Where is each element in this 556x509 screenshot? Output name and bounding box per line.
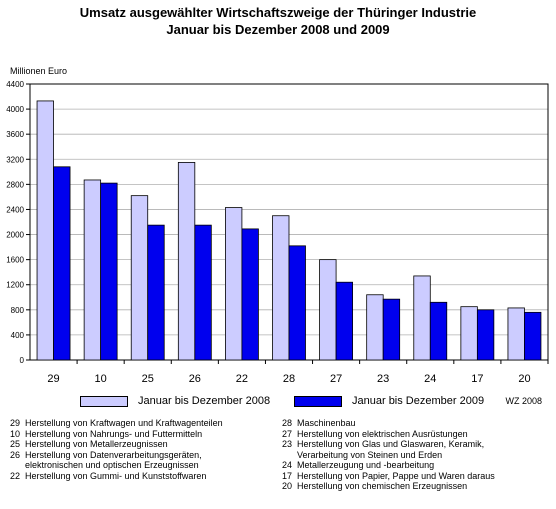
legend-label-2009: Januar bis Dezember 2009 (352, 395, 485, 407)
legend-swatch-2008 (80, 395, 128, 407)
bar-2009 (194, 224, 212, 361)
footnote-item: 27 Herstellung von elektrischen Ausrüstun… (278, 429, 495, 440)
y-tick-label: 400 (11, 331, 25, 340)
chart-title: Umsatz ausgewählter Wirtschaftszweige de… (79, 5, 477, 20)
bar-2009 (382, 298, 401, 361)
bar-2008 (36, 100, 54, 361)
chart-subtitle: Januar bis Dezember 2008 und 2009 (166, 22, 390, 37)
footnote-code: 28 (281, 418, 292, 428)
y-tick-label: 1200 (6, 281, 24, 290)
bar-2009 (335, 281, 353, 361)
footnote-code: 23 (281, 439, 292, 449)
bar-2009 (53, 166, 71, 361)
source-note: WZ 2008 (505, 396, 542, 406)
footnote-code: 26 (9, 449, 20, 460)
footnote-text: Herstellung von elektrischen Ausrüstunge… (297, 428, 468, 439)
bar-2009 (100, 182, 118, 361)
footnote-text: Herstellung von Glas und Glaswaren, Kera… (297, 439, 485, 460)
x-tick-label: 22 (236, 373, 248, 385)
legend-item-2008: Januar bis Dezember 2008 (80, 395, 270, 407)
footnote-item: 28 Maschinenbau (278, 418, 495, 429)
footnote-code: 17 (281, 470, 292, 481)
footnote-code: 22 (9, 470, 20, 481)
y-tick-label: 2800 (6, 180, 24, 189)
x-tick-label: 17 (471, 373, 483, 385)
bar-2009 (429, 301, 448, 361)
footnote-code: 10 (9, 428, 20, 439)
y-tick-label: 2000 (6, 231, 24, 240)
footnote-text: Herstellung von Metallerzeugnissen (25, 439, 168, 449)
x-tick-label: 28 (283, 373, 295, 385)
x-tick-label: 25 (142, 373, 154, 385)
x-tick-label: 23 (377, 373, 389, 385)
bar-2009 (524, 311, 542, 361)
bar-2009 (241, 228, 259, 361)
footnote-code: 25 (9, 439, 20, 449)
footnote-code: 20 (281, 481, 292, 491)
footnote-item: 23 Herstellung von Glas und Glaswaren, Ke… (278, 439, 495, 460)
footnote-item: 26 Herstellung von Datenverarbeitungsgerä… (6, 450, 223, 471)
bar-2008 (83, 179, 102, 361)
y-tick-label: 4400 (6, 80, 24, 89)
footnote-item: 10 Herstellung von Nahrungs- und Futtermi… (6, 429, 223, 440)
bar-2008 (177, 162, 196, 361)
footnote-code: 29 (9, 418, 20, 428)
y-tick-label: 800 (11, 306, 25, 315)
footnote-text: Herstellung von Kraftwagen und Kraftwage… (25, 418, 223, 428)
y-tick-label: 3200 (6, 155, 24, 164)
footnotes-left: 29 Herstellung von Kraftwagen und Kraftwa… (6, 418, 223, 481)
chart-title-block: Umsatz ausgewählter Wirtschaftszweige de… (0, 4, 556, 38)
footnote-text: Herstellung von Papier, Pappe und Waren … (297, 470, 495, 481)
legend: Januar bis Dezember 2008 Januar bis Deze… (28, 392, 548, 412)
footnote-item: 17 Herstellung von Papier, Pappe und Ware… (278, 471, 495, 482)
x-tick-label: 29 (47, 373, 59, 385)
legend-label-2008: Januar bis Dezember 2008 (138, 395, 271, 407)
bar-chart: Millionen Euro 0 400 800 1200 1600 2000 2400 280… (6, 66, 549, 385)
bar-2008 (413, 275, 431, 361)
footnote-text: Herstellung von chemischen Erzeugnissen (297, 481, 468, 491)
footnote-text: Herstellung von Gummi- und Kunststoffwar… (25, 470, 207, 481)
footnote-text: Maschinenbau (297, 418, 356, 428)
bar-2008 (460, 306, 478, 361)
bar-2008 (272, 215, 290, 361)
x-tick-label: 26 (189, 373, 201, 385)
footnotes-right: 28 Maschinenbau 27 Herstellung von elektris… (278, 418, 495, 492)
y-tick-label: 0 (20, 356, 25, 365)
bar-2008 (319, 259, 337, 361)
footnote-item: 22 Herstellung von Gummi- und Kunststoffw… (6, 471, 223, 482)
legend-swatch-2009 (294, 395, 342, 407)
footnote-code: 27 (281, 428, 292, 439)
x-tick-label: 20 (518, 373, 530, 385)
footnote-item: 29 Herstellung von Kraftwagen und Kraftwa… (6, 418, 223, 429)
x-tick-label: 24 (424, 373, 436, 385)
bar-2009 (288, 245, 306, 361)
y-tick-label: 3600 (6, 130, 24, 139)
y-tick-label: 4000 (6, 105, 24, 114)
footnote-text: Herstellung von Nahrungs- und Futtermitt… (25, 428, 203, 439)
legend-item-2009: Januar bis Dezember 2009 (294, 395, 484, 407)
bar-2008 (366, 294, 384, 361)
footnote-item: 20 Herstellung von chemischen Erzeugnisse… (278, 481, 495, 492)
y-axis-label: Millionen Euro (10, 66, 67, 76)
y-tick-label: 1600 (6, 256, 24, 265)
y-tick-label: 2400 (6, 205, 24, 214)
footnote-item: 24 Metallerzeugung und -bearbeitung (278, 460, 495, 471)
bar-2009 (147, 224, 165, 361)
bar-2008 (507, 307, 525, 361)
footnote-code: 24 (281, 460, 292, 470)
x-tick-label: 27 (330, 373, 342, 385)
x-tick-label: 10 (95, 373, 107, 385)
footnote-item: 25 Herstellung von Metallerzeugnissen (6, 439, 223, 450)
footnote-text: Metallerzeugung und -bearbeitung (297, 460, 435, 470)
footnote-text: Herstellung von Datenverarbeitungsgeräte… (25, 449, 202, 471)
bar-2009 (476, 309, 495, 361)
bar-2008 (130, 195, 149, 361)
bar-2008 (225, 207, 243, 361)
